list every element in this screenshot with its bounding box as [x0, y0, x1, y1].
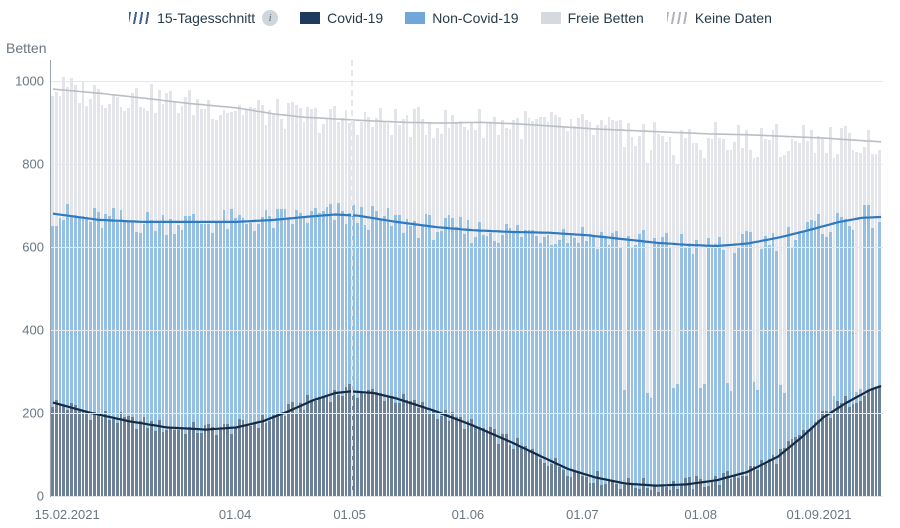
legend-item-noncov: Non-Covid-19 [405, 10, 518, 26]
gridline [51, 81, 883, 82]
y-axis-title: Betten [6, 40, 46, 56]
legend-label: 15-Tagesschnitt [157, 10, 255, 26]
stacked-bars [51, 60, 883, 496]
legend-label: Freie Betten [568, 10, 644, 26]
legend-swatch [541, 12, 561, 24]
gridline [51, 164, 883, 165]
x-tick-label: 01.07 [566, 507, 599, 522]
legend-swatch [666, 11, 688, 25]
table-row [878, 60, 882, 496]
legend-swatch [128, 11, 150, 25]
x-tick-label: 01.08 [684, 507, 717, 522]
x-tick-label: 01.09.2021 [786, 507, 851, 522]
info-icon[interactable]: i [262, 10, 278, 26]
legend-item-nodata: Keine Daten [666, 10, 772, 26]
gridline [51, 413, 883, 414]
y-tick-label: 1000 [2, 73, 44, 88]
legend-item-avg15: 15-Tagesschnitt i [128, 10, 278, 26]
y-tick-label: 0 [2, 489, 44, 504]
legend-swatch [300, 12, 320, 24]
legend: 15-Tagesschnitt i Covid-19 Non-Covid-19 Frei… [0, 6, 900, 30]
legend-label: Covid-19 [327, 10, 383, 26]
y-tick-label: 400 [2, 322, 44, 337]
chart-plot-area [50, 60, 883, 497]
legend-item-covid: Covid-19 [300, 10, 383, 26]
gridline [51, 247, 883, 248]
y-tick-label: 600 [2, 239, 44, 254]
x-tick-label: 01.06 [452, 507, 485, 522]
legend-item-free: Freie Betten [541, 10, 644, 26]
x-tick-label: 01.04 [219, 507, 252, 522]
phase-divider [351, 60, 353, 496]
x-tick-label: 01.05 [333, 507, 366, 522]
legend-label: Keine Daten [695, 10, 772, 26]
legend-swatch [405, 12, 425, 24]
gridline [51, 496, 883, 497]
legend-label: Non-Covid-19 [432, 10, 518, 26]
y-tick-label: 200 [2, 405, 44, 420]
gridline [51, 330, 883, 331]
x-tick-label: 15.02.2021 [35, 507, 100, 522]
y-tick-label: 800 [2, 156, 44, 171]
